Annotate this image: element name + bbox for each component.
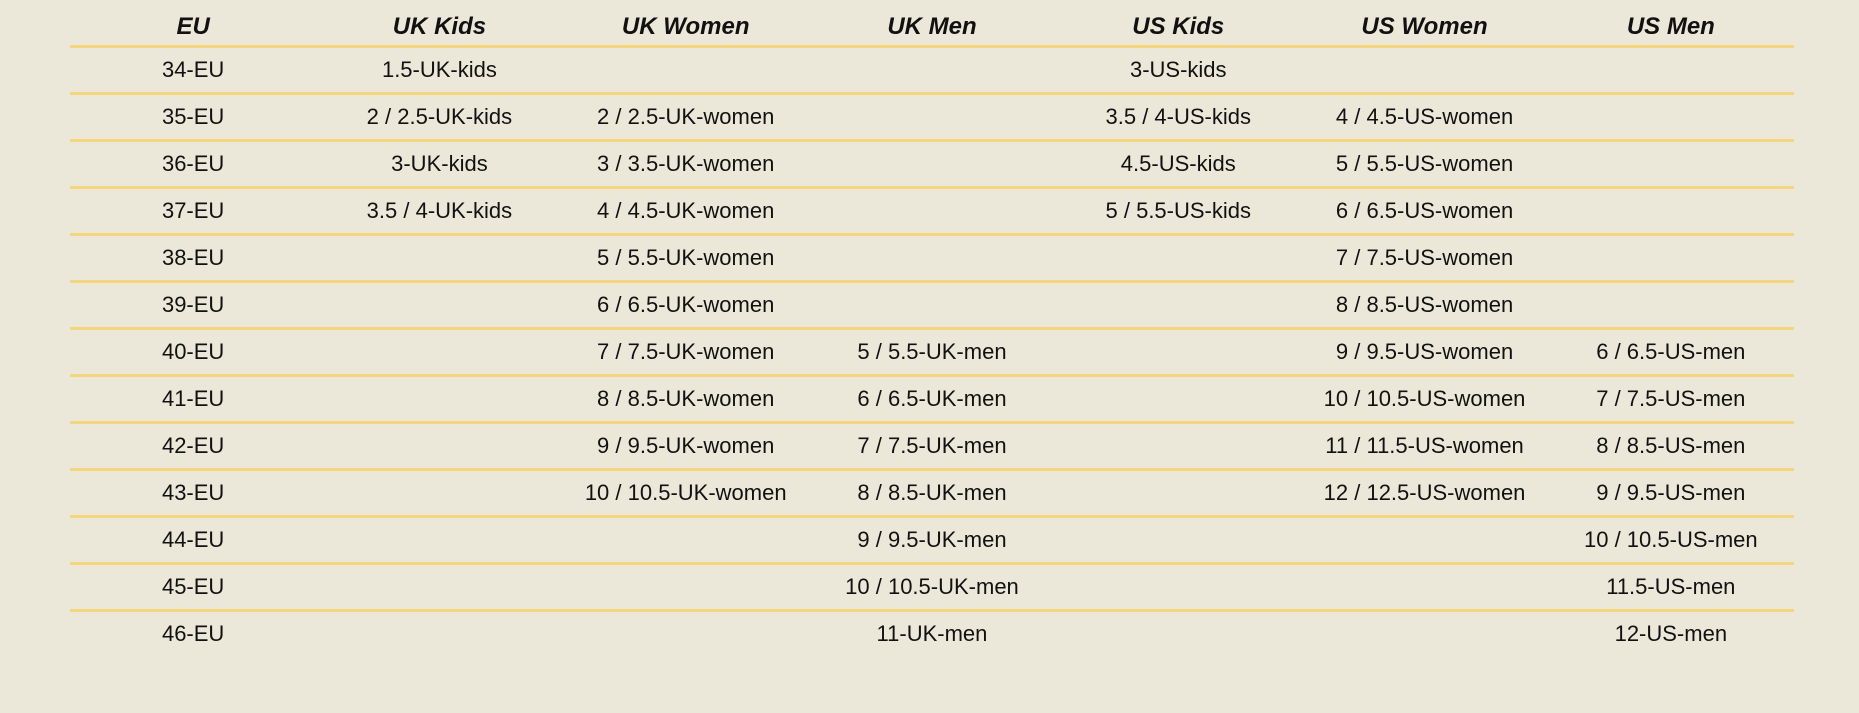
header-eu: EU [176,12,210,40]
table-row: 44-EU 9 / 9.5-UK-men 10 / 10.5-US-men [70,518,1794,565]
cell-uk-women: 9 / 9.5-UK-women [597,433,775,458]
table-row: 35-EU 2 / 2.5-UK-kids 2 / 2.5-UK-women 3.5 … [70,95,1794,142]
cell-eu: 46-EU [161,621,225,646]
cell-uk-men: 8 / 8.5-UK-men [857,480,1007,505]
cell-uk-men: 7 / 7.5-UK-men [857,433,1007,458]
header-uk-kids: UK Kids [392,12,487,40]
table-row: 40-EU 7 / 7.5-UK-women 5 / 5.5-UK-men 9 / 9… [70,330,1794,377]
table-row: 36-EU 3-UK-kids 3 / 3.5-UK-women 4.5-US-kid… [70,142,1794,189]
header-uk-men: UK Men [887,12,977,40]
cell-uk-kids: 2 / 2.5-UK-kids [366,104,513,129]
cell-us-men: 8 / 8.5-US-men [1596,433,1746,458]
cell-us-men: 12-US-men [1614,621,1728,646]
cell-us-kids: 3-US-kids [1129,57,1227,82]
cell-uk-women: 8 / 8.5-UK-women [597,386,775,411]
cell-eu: 37-EU [161,198,225,223]
cell-eu: 43-EU [161,480,225,505]
header-uk-women: UK Women [621,12,750,40]
cell-us-women: 11 / 11.5-US-women [1325,433,1524,458]
cell-us-women: 6 / 6.5-US-women [1335,198,1514,223]
table-row: 43-EU 10 / 10.5-UK-women 8 / 8.5-UK-men 12 … [70,471,1794,518]
cell-us-women: 5 / 5.5-US-women [1335,151,1514,176]
cell-us-men: 9 / 9.5-US-men [1596,480,1746,505]
cell-uk-kids: 3-UK-kids [391,151,488,176]
cell-eu: 42-EU [161,433,225,458]
cell-uk-women: 6 / 6.5-UK-women [597,292,775,317]
cell-eu: 44-EU [161,527,225,552]
cell-us-women: 4 / 4.5-US-women [1335,104,1514,129]
table-body: 34-EU 1.5-UK-kids 3-US-kids 35-EU 2 / 2.5-UK… [70,48,1794,656]
cell-us-women: 9 / 9.5-US-women [1335,339,1514,364]
table-row: 34-EU 1.5-UK-kids 3-US-kids [70,48,1794,95]
header-us-men: US Men [1626,12,1715,40]
cell-us-women: 7 / 7.5-US-women [1335,245,1514,270]
cell-uk-women: 3 / 3.5-UK-women [597,151,775,176]
cell-us-men: 6 / 6.5-US-men [1596,339,1746,364]
table-row: 38-EU 5 / 5.5-UK-women 7 / 7.5-US-women [70,236,1794,283]
cell-us-kids: 3.5 / 4-US-kids [1105,104,1252,129]
cell-eu: 45-EU [161,574,225,599]
cell-eu: 41-EU [161,386,225,411]
cell-uk-men: 9 / 9.5-UK-men [857,527,1007,552]
cell-uk-men: 10 / 10.5-UK-men [845,574,1019,599]
cell-uk-women: 2 / 2.5-UK-women [597,104,775,129]
table-row: 37-EU 3.5 / 4-UK-kids 4 / 4.5-UK-women 5 / … [70,189,1794,236]
cell-us-women: 8 / 8.5-US-women [1335,292,1514,317]
table-row: 39-EU 6 / 6.5-UK-women 8 / 8.5-US-women [70,283,1794,330]
cell-uk-women: 7 / 7.5-UK-women [597,339,775,364]
cell-us-women: 12 / 12.5-US-women [1323,480,1526,505]
cell-us-women: 10 / 10.5-US-women [1323,386,1526,411]
cell-eu: 34-EU [161,57,225,82]
cell-uk-women: 5 / 5.5-UK-women [597,245,775,270]
table-row: 42-EU 9 / 9.5-UK-women 7 / 7.5-UK-men 11 / … [70,424,1794,471]
cell-uk-men: 6 / 6.5-UK-men [857,386,1007,411]
cell-us-men: 7 / 7.5-US-men [1596,386,1746,411]
table-row: 46-EU 11-UK-men 12-US-men [70,612,1794,656]
cell-uk-men: 11-UK-men [876,621,988,646]
cell-us-kids: 5 / 5.5-US-kids [1105,198,1252,223]
header-us-kids: US Kids [1132,12,1225,40]
cell-eu: 36-EU [161,151,225,176]
cell-us-men: 11.5-US-men [1606,574,1736,599]
cell-eu: 40-EU [161,339,225,364]
table-row: 41-EU 8 / 8.5-UK-women 6 / 6.5-UK-men 10 / … [70,377,1794,424]
cell-uk-kids: 3.5 / 4-UK-kids [366,198,513,223]
cell-us-men: 10 / 10.5-US-men [1584,527,1758,552]
table-row: 45-EU 10 / 10.5-UK-men 11.5-US-men [70,565,1794,612]
size-conversion-table: EU UK Kids UK Women UK Men US Kids US Wo… [70,8,1794,656]
cell-uk-women: 4 / 4.5-UK-women [597,198,775,223]
cell-eu: 38-EU [161,245,225,270]
cell-eu: 35-EU [161,104,225,129]
cell-us-kids: 4.5-US-kids [1120,151,1236,176]
header-row: EU UK Kids UK Women UK Men US Kids US Wo… [70,8,1794,48]
header-us-women: US Women [1361,12,1488,40]
cell-uk-women: 10 / 10.5-UK-women [584,480,787,505]
cell-uk-men: 5 / 5.5-UK-men [857,339,1007,364]
cell-eu: 39-EU [161,292,225,317]
cell-uk-kids: 1.5-UK-kids [381,57,497,82]
